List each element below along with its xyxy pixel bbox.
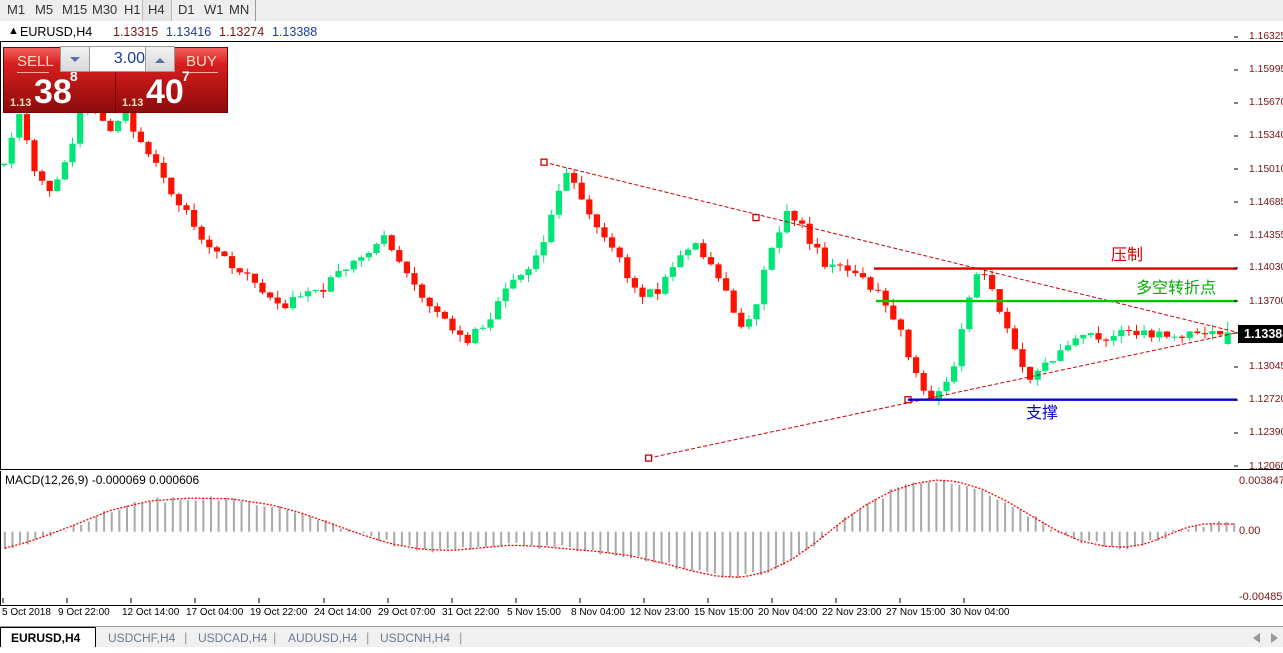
svg-text:支撑: 支撑	[1026, 404, 1058, 422]
svg-text:多空转折点: 多空转折点	[1136, 279, 1216, 297]
svg-text:压制: 压制	[1111, 246, 1143, 264]
